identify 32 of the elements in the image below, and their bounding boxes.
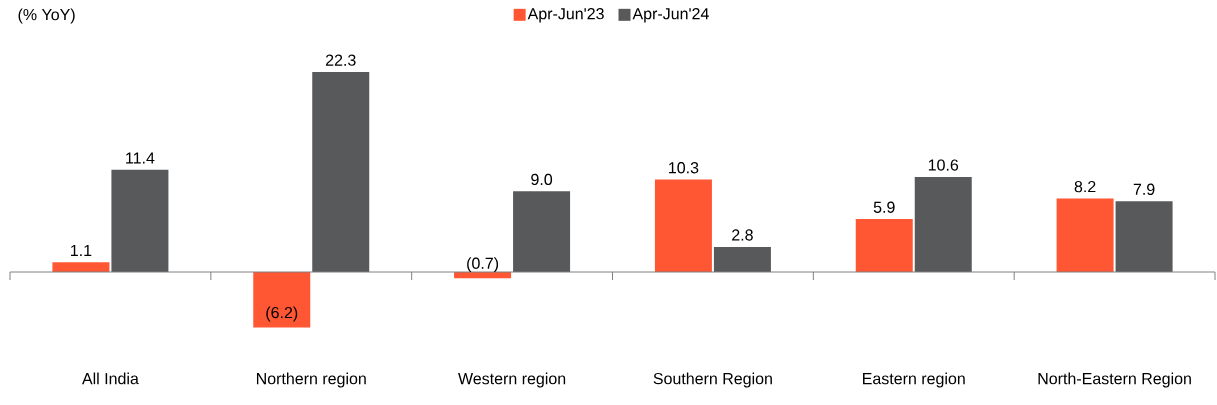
- legend-label: Apr-Jun'24: [632, 8, 709, 23]
- bar: [855, 219, 913, 272]
- data-label: 7.9: [1133, 183, 1155, 195]
- data-label: (0.7): [467, 257, 499, 273]
- bar: [914, 176, 972, 272]
- data-label: 10.6: [928, 159, 959, 171]
- data-label: (6.2): [266, 306, 298, 322]
- x-tick-label: Southern Region: [653, 372, 772, 388]
- data-label: 22.3: [325, 54, 356, 66]
- x-tick-label: Northern region: [256, 372, 366, 388]
- data-label: 1.1: [71, 244, 92, 256]
- x-tick-label: North-Eastern Region: [1038, 372, 1191, 388]
- data-label: 11.4: [126, 152, 155, 164]
- bar: [111, 169, 169, 272]
- data-label: 2.8: [732, 229, 753, 241]
- bar: [52, 262, 110, 272]
- x-tick-label: All India: [81, 372, 139, 385]
- data-label: 10.3: [669, 162, 699, 174]
- data-label: 9.0: [531, 173, 553, 186]
- bar: [513, 191, 571, 272]
- bar: [713, 246, 771, 272]
- x-tick-label: Eastern region: [863, 372, 965, 388]
- bar: [1056, 198, 1114, 272]
- data-label: 8.2: [1074, 180, 1096, 193]
- bar: [312, 72, 370, 272]
- legend-label: Apr-Jun'23: [527, 8, 604, 23]
- data-label: 5.9: [873, 201, 895, 213]
- bar: [654, 179, 712, 272]
- bar: [1115, 201, 1173, 272]
- y-axis-title: (% YoY): [18, 8, 75, 24]
- x-tick-label: Western region: [458, 372, 566, 388]
- bar: [253, 272, 311, 328]
